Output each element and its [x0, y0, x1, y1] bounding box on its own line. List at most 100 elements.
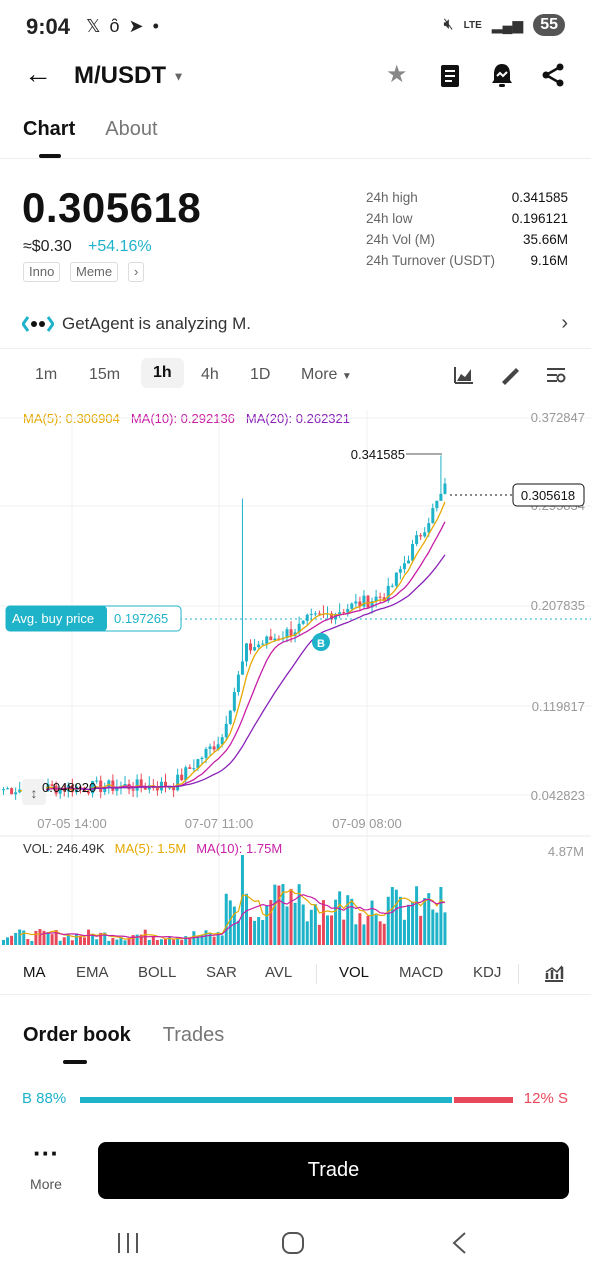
- volume-bar: [334, 899, 338, 945]
- volume-bar: [139, 934, 143, 945]
- ind-vol[interactable]: VOL: [339, 964, 370, 981]
- candle-body: [50, 784, 54, 786]
- status-right: 🔇︎ LTE ▂▄▆ 55: [443, 14, 565, 36]
- ind-ma[interactable]: MA: [23, 964, 46, 981]
- volume-chart: [2, 855, 447, 945]
- ind-avl[interactable]: AVL: [265, 964, 293, 981]
- candle-body: [155, 788, 159, 791]
- volume-bars: [2, 855, 447, 945]
- price-chart[interactable]: 0.372847 0.295834 0.207835 0.119817 0.04…: [0, 400, 591, 960]
- back-icon[interactable]: ←: [24, 58, 52, 89]
- mute-icon: 🔇︎: [443, 16, 454, 33]
- timeframe-bar: 1m 15m 1h 4h 1D More ▼: [0, 358, 591, 396]
- draw-tool-icon[interactable]: [499, 365, 521, 385]
- back-nav-icon[interactable]: [450, 1231, 468, 1255]
- trade-button[interactable]: Trade: [98, 1142, 569, 1199]
- candle-body: [91, 781, 95, 794]
- volume-bar: [14, 932, 18, 945]
- ind-ema[interactable]: EMA: [76, 964, 109, 981]
- volume-bar: [119, 937, 123, 945]
- tab-chart[interactable]: Chart: [23, 118, 76, 158]
- tags-more[interactable]: ›: [128, 262, 145, 282]
- chart-type-icon[interactable]: [454, 366, 474, 384]
- buy-marker[interactable]: [312, 633, 330, 651]
- share-icon[interactable]: [541, 63, 565, 87]
- candle-body: [18, 789, 22, 793]
- agent-banner[interactable]: GetAgent is analyzing M. ›: [22, 312, 568, 335]
- candle-body: [188, 767, 192, 769]
- candle-body: [200, 757, 204, 760]
- alert-icon[interactable]: [490, 62, 514, 88]
- pair-title: M/USDT: [74, 62, 166, 89]
- expand-vertical-icon[interactable]: ↕: [31, 785, 38, 801]
- ma20-line: [80, 554, 446, 791]
- candle-body: [78, 786, 82, 788]
- volume-bar: [285, 906, 289, 945]
- candle-body: [212, 746, 216, 750]
- candle-body: [301, 620, 305, 624]
- battery-badge: 55: [533, 14, 565, 36]
- volume-bar: [386, 896, 390, 945]
- candle-body: [350, 603, 354, 609]
- volume-legend: VOL: 246.49K MA(5): 1.5M MA(10): 1.75M: [23, 841, 282, 856]
- tf-4h[interactable]: 4h: [201, 366, 219, 383]
- candle-body: [402, 563, 406, 570]
- tag-inno[interactable]: Inno: [23, 262, 61, 282]
- tab-order-book[interactable]: Order book: [23, 1024, 131, 1064]
- volume-bar: [172, 939, 176, 945]
- volume-bar: [216, 932, 220, 945]
- agent-icon: [22, 315, 54, 332]
- candle-body: [289, 629, 293, 636]
- candle-body: [390, 585, 394, 587]
- candle-body: [240, 661, 244, 675]
- tag-meme[interactable]: Meme: [70, 262, 119, 282]
- candle-body: [139, 779, 143, 787]
- tf-15m[interactable]: 15m: [89, 366, 121, 383]
- candle-body: [253, 647, 257, 651]
- stat-24h-vol: 24h Vol (M) 35.66M: [366, 232, 568, 247]
- recent-apps-icon[interactable]: [116, 1232, 140, 1254]
- ma-lines: [19, 501, 446, 793]
- y-tick: 0.042823: [531, 788, 585, 803]
- tf-more[interactable]: More ▼: [301, 366, 352, 383]
- pair-selector[interactable]: M/USDT ▼: [74, 62, 185, 90]
- notification-icons: 𝕏 ȏ ➤ •: [86, 16, 159, 37]
- volume-bar: [366, 915, 370, 945]
- last-price: 0.305618: [22, 184, 202, 231]
- tab-about[interactable]: About: [105, 118, 158, 140]
- volume-bar: [293, 902, 297, 945]
- volume-bar: [431, 909, 435, 945]
- more-button[interactable]: ··· More: [22, 1140, 70, 1192]
- candle-body: [439, 493, 443, 501]
- volume-bar: [168, 937, 172, 945]
- candle-body: [172, 787, 176, 791]
- chart-settings-icon[interactable]: [546, 366, 566, 384]
- indicator-settings-icon[interactable]: [544, 964, 564, 982]
- volume-bar: [265, 905, 269, 945]
- stat-24h-turnover: 24h Turnover (USDT) 9.16M: [366, 253, 568, 268]
- volume-bar: [317, 924, 321, 945]
- volume-bar: [70, 940, 74, 945]
- candle-body: [366, 595, 370, 608]
- candle-body: [232, 692, 236, 711]
- tf-1m[interactable]: 1m: [35, 366, 58, 383]
- volume-bar: [131, 935, 135, 945]
- stat-24h-low: 24h low 0.196121: [366, 211, 568, 226]
- tf-1d[interactable]: 1D: [250, 366, 271, 383]
- ind-macd[interactable]: MACD: [399, 964, 444, 981]
- volume-bar: [301, 904, 305, 945]
- ind-kdj[interactable]: KDJ: [473, 964, 502, 981]
- ind-boll[interactable]: BOLL: [138, 964, 177, 981]
- tf-1h[interactable]: 1h: [141, 358, 184, 388]
- volume-bar: [78, 936, 82, 945]
- volume-bar: [91, 933, 95, 945]
- document-icon[interactable]: [439, 64, 461, 88]
- tab-trades[interactable]: Trades: [162, 1024, 225, 1046]
- volume-bar: [398, 896, 402, 945]
- indicator-bar: MA EMA BOLL SAR AVL VOL MACD KDJ: [0, 960, 591, 988]
- volume-bar: [253, 920, 257, 945]
- home-icon[interactable]: [281, 1231, 305, 1255]
- ind-sar[interactable]: SAR: [206, 964, 237, 981]
- candle-body: [196, 759, 200, 769]
- star-icon[interactable]: ★: [386, 61, 408, 88]
